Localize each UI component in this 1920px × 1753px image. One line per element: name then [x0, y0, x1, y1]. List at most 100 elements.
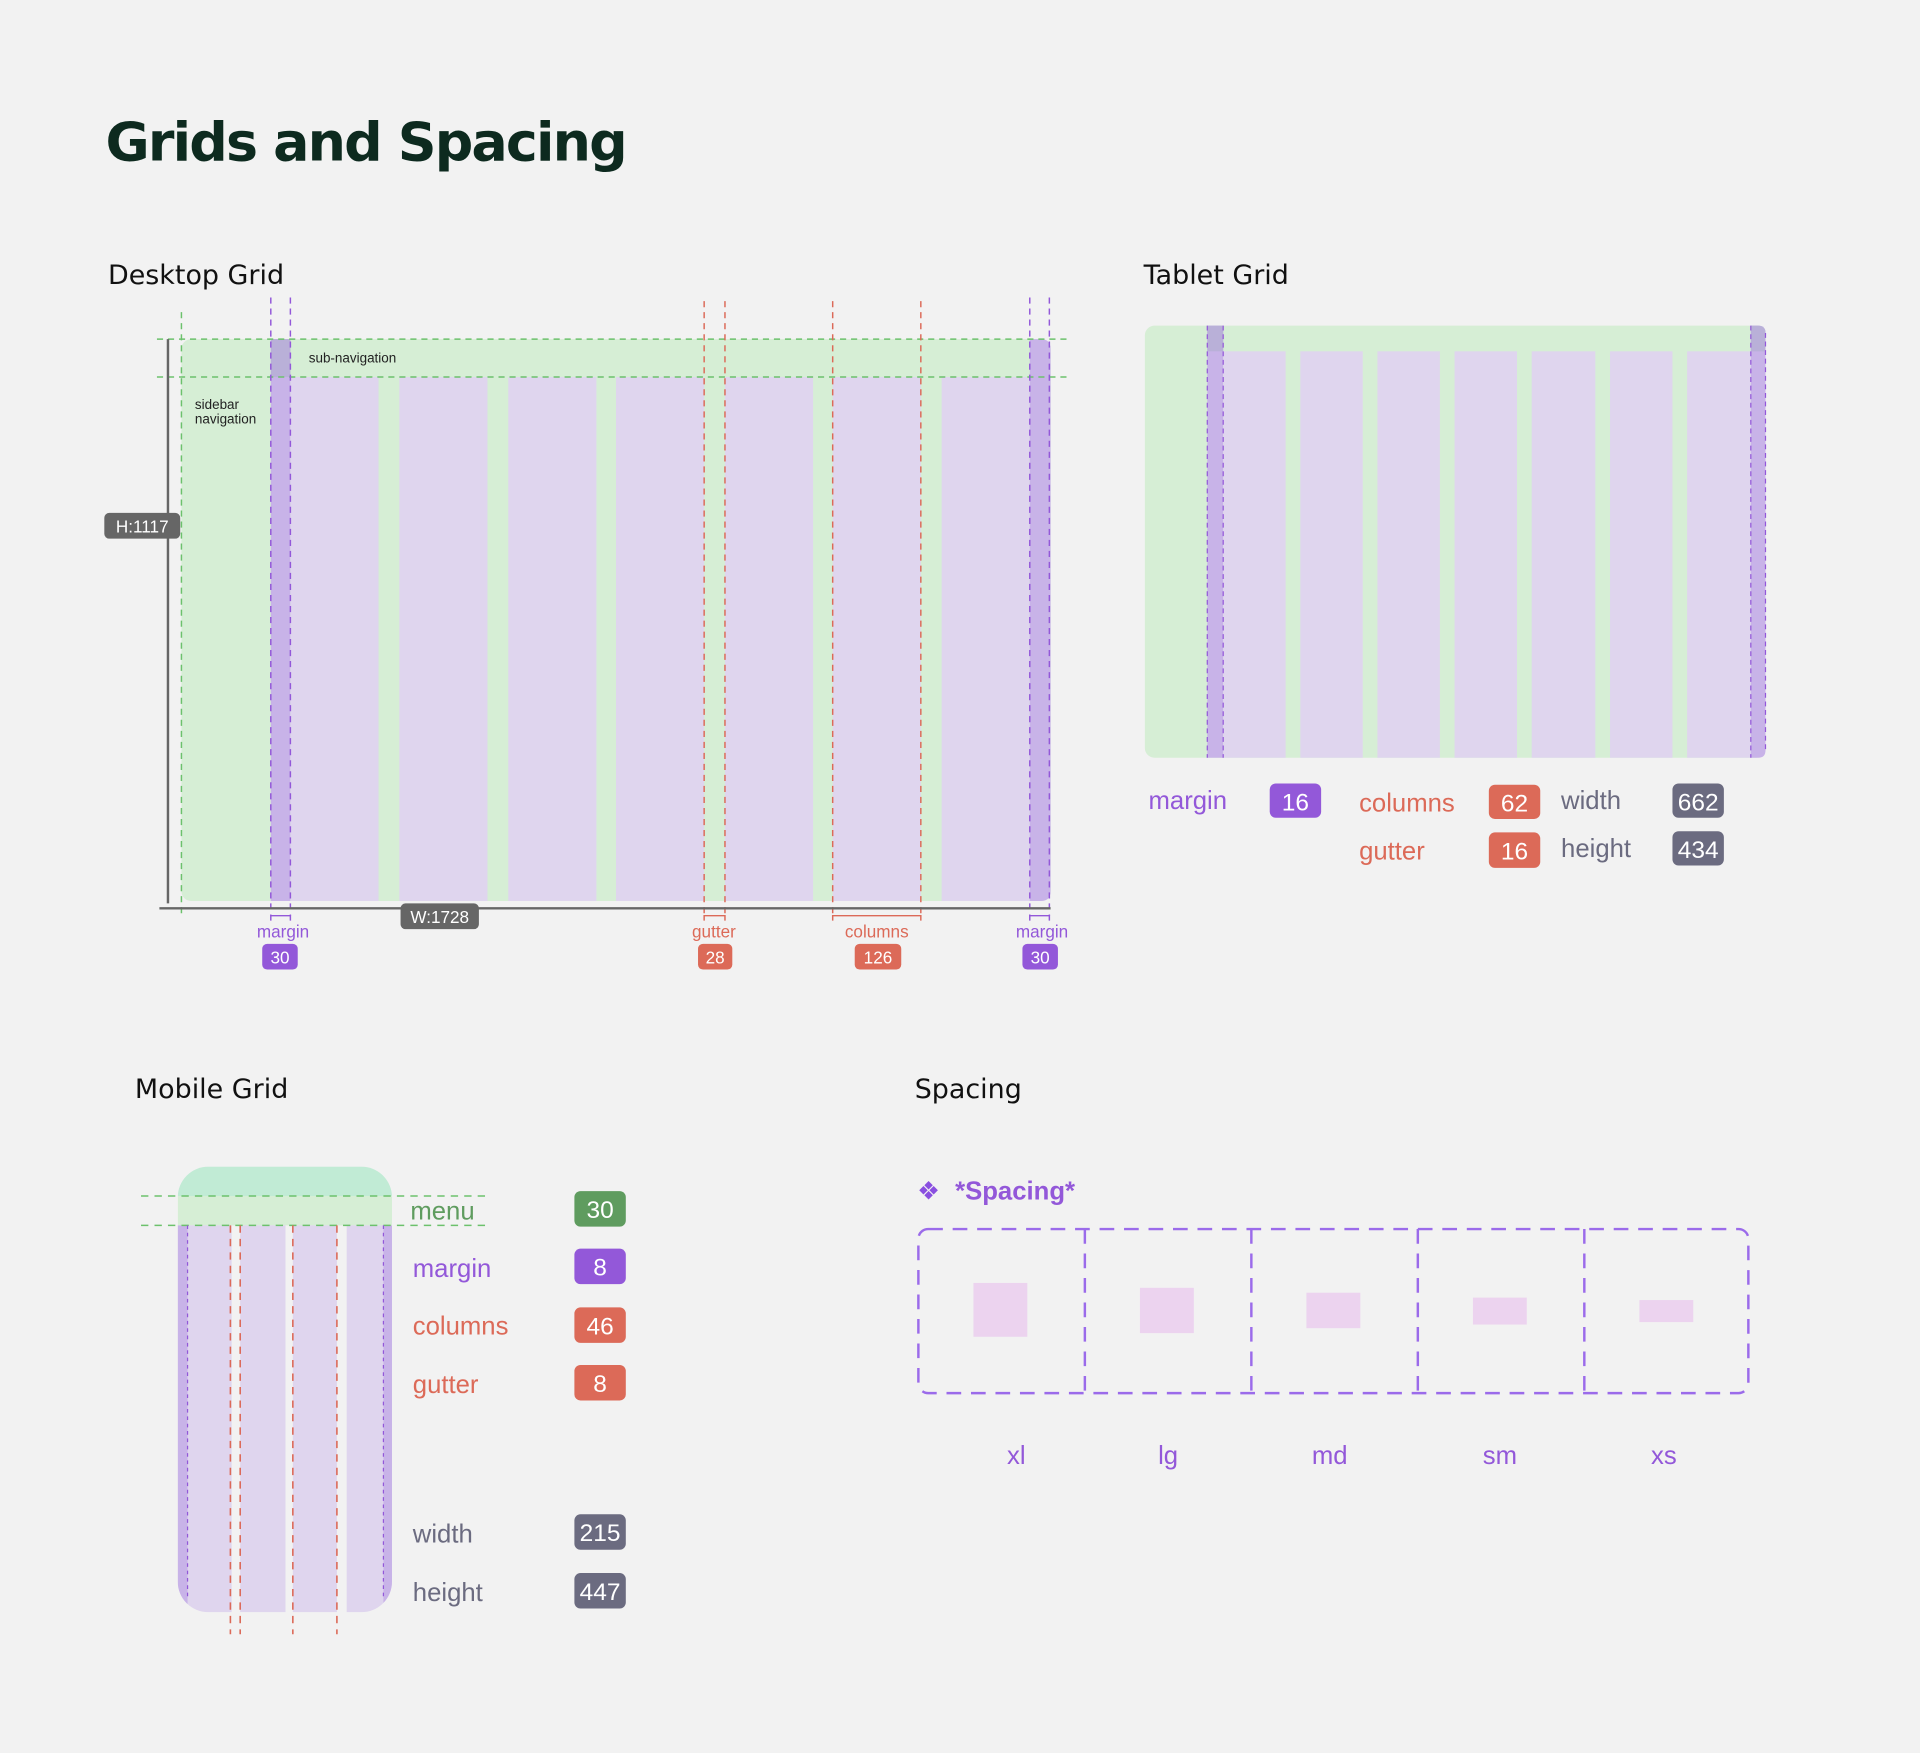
- menu-area: [177, 1196, 392, 1226]
- page-title: Grids and Spacing: [106, 110, 626, 173]
- margin-overlap: [1207, 325, 1224, 352]
- margin-right-value: 30: [1031, 947, 1050, 967]
- width-label: width: [1560, 787, 1621, 815]
- component-diamond-icon: ❖: [917, 1178, 940, 1206]
- spacing-label-md: md: [1312, 1442, 1348, 1470]
- columns-label: columns: [845, 922, 909, 942]
- grid-column: [508, 377, 597, 901]
- margin-left-area: [1207, 325, 1224, 758]
- height-badge: [1672, 831, 1724, 866]
- grid-column: [1687, 351, 1751, 758]
- spacing-swatch-sm: [1472, 1297, 1527, 1325]
- spacing-component-frame[interactable]: [917, 1227, 1750, 1395]
- margin-badge: [574, 1248, 626, 1285]
- grid-column: [290, 377, 379, 901]
- height-value: 434: [1678, 837, 1719, 864]
- margin-right-area: [1029, 339, 1051, 901]
- spacing-swatch-xl: [973, 1282, 1028, 1337]
- spacing-section: Spacing ❖ *Spacing* xl lg md sm xs: [915, 1074, 1750, 1470]
- margin-overlap: [270, 339, 291, 378]
- mobile-guides: [141, 1195, 488, 1635]
- margin-right-label: margin: [1016, 922, 1068, 942]
- gutter-label: gutter: [692, 922, 736, 942]
- margin-right-area: [383, 1225, 392, 1613]
- gutter-label: gutter: [1359, 837, 1425, 865]
- spacing-swatch-xs: [1639, 1300, 1694, 1323]
- grid-column: [616, 377, 705, 901]
- gutter-value: 8: [593, 1371, 607, 1398]
- width-badge: [574, 1514, 626, 1550]
- grid-column: [292, 1225, 337, 1613]
- grid-column: [240, 1225, 286, 1613]
- brackets: [270, 914, 1051, 921]
- desktop-heading: Desktop Grid: [108, 260, 284, 291]
- height-badge-text: H:1117: [116, 517, 169, 537]
- height-label: height: [413, 1579, 483, 1607]
- margin-value: 16: [1282, 789, 1309, 816]
- margin-value: 8: [593, 1255, 607, 1282]
- tablet-heading: Tablet Grid: [1143, 260, 1289, 291]
- margin-left-area: [270, 339, 291, 901]
- component-name[interactable]: *Spacing*: [955, 1178, 1075, 1206]
- sidebar-label-1: sidebar: [195, 397, 240, 412]
- width-value: 215: [580, 1520, 621, 1547]
- spacing-heading: Spacing: [915, 1074, 1022, 1105]
- grid-column: [1300, 351, 1363, 758]
- height-badge: [574, 1573, 626, 1609]
- spacing-label-xs: xs: [1651, 1442, 1677, 1470]
- height-label: height: [1561, 835, 1631, 863]
- height-value: 447: [580, 1579, 621, 1606]
- mobile-grid: Mobile Grid menu 30 margin 8: [135, 1074, 626, 1635]
- margin-left-badge: [262, 943, 298, 970]
- margin-label: margin: [1149, 787, 1228, 815]
- columns-badge: [854, 943, 902, 970]
- tablet-grid: Tablet Grid margin 16 columns 62 gutter …: [1143, 260, 1767, 868]
- gutter-badge: [698, 943, 733, 970]
- width-badge: [1672, 783, 1724, 818]
- margin-left-label: margin: [257, 922, 309, 942]
- spacing-label-sm: sm: [1483, 1442, 1517, 1470]
- columns-value: 46: [586, 1313, 613, 1340]
- gutter-badge: [1488, 832, 1541, 868]
- columns-badge: [574, 1307, 626, 1343]
- margin-left-area: [177, 1225, 188, 1613]
- margin-overlap: [1750, 325, 1766, 352]
- margin-left-value: 30: [270, 947, 289, 967]
- mobile-heading: Mobile Grid: [135, 1074, 288, 1105]
- gutter-value: 16: [1501, 838, 1528, 865]
- margin-badge: [1269, 783, 1322, 818]
- height-badge: [104, 512, 181, 539]
- spacing-swatch-lg: [1139, 1287, 1194, 1334]
- grid-column: [832, 377, 921, 901]
- columns-label: columns: [413, 1312, 509, 1340]
- margin-right-area: [1750, 325, 1766, 758]
- grid-column: [1377, 351, 1440, 758]
- sub-navigation-label: sub-navigation: [309, 350, 397, 365]
- menu-label: menu: [410, 1197, 474, 1225]
- width-badge-text: W:1728: [410, 907, 469, 927]
- margin-guides: [1206, 325, 1767, 758]
- grid-column: [724, 377, 814, 901]
- columns-badge: [1488, 784, 1541, 819]
- desktop-columns: [270, 339, 1051, 901]
- desktop-grid: Desktop Grid sub-navigation sidebar navi…: [104, 260, 1068, 970]
- grid-column: [1610, 351, 1673, 758]
- spacing-label-lg: lg: [1158, 1442, 1178, 1470]
- columns-label: columns: [1359, 790, 1455, 818]
- gutter-value: 28: [706, 947, 725, 967]
- grid-column: [1531, 351, 1596, 758]
- phone-frame: [177, 1166, 392, 1613]
- margin-right-badge: [1022, 943, 1058, 970]
- guide-lines: [156, 297, 1068, 919]
- gutter-badge: [574, 1364, 626, 1401]
- grid-column: [399, 377, 488, 901]
- status-area: [177, 1166, 392, 1197]
- gutter-label: gutter: [413, 1371, 479, 1399]
- menu-badge: [574, 1191, 626, 1227]
- menu-value: 30: [586, 1197, 613, 1224]
- width-badge: [400, 903, 479, 930]
- spacing-swatch-md: [1306, 1292, 1361, 1329]
- margin-label: margin: [413, 1255, 492, 1283]
- spacing-label-xl: xl: [1007, 1442, 1026, 1470]
